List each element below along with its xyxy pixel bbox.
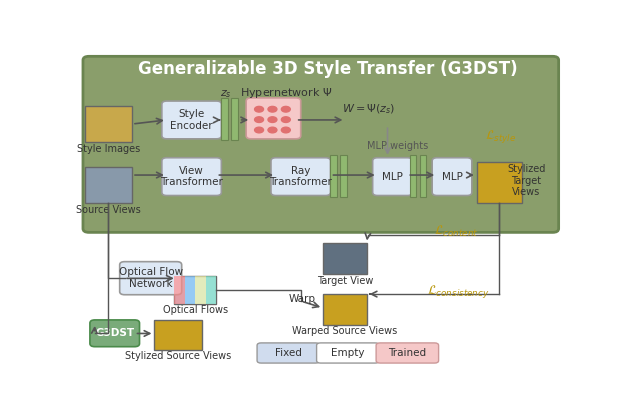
Text: Style Images: Style Images bbox=[77, 144, 140, 154]
FancyBboxPatch shape bbox=[330, 155, 337, 197]
FancyBboxPatch shape bbox=[376, 343, 438, 363]
FancyBboxPatch shape bbox=[257, 343, 319, 363]
Text: Trained: Trained bbox=[388, 348, 426, 358]
Circle shape bbox=[268, 106, 277, 112]
Text: $\mathcal{L}_{style}$: $\mathcal{L}_{style}$ bbox=[485, 128, 516, 145]
Text: $\mathcal{L}_{consistency}$: $\mathcal{L}_{consistency}$ bbox=[427, 283, 489, 300]
FancyBboxPatch shape bbox=[120, 262, 182, 295]
Circle shape bbox=[255, 117, 264, 122]
FancyBboxPatch shape bbox=[432, 158, 472, 196]
FancyBboxPatch shape bbox=[206, 276, 216, 304]
FancyBboxPatch shape bbox=[154, 320, 202, 350]
FancyBboxPatch shape bbox=[162, 158, 221, 196]
FancyBboxPatch shape bbox=[323, 294, 367, 325]
FancyBboxPatch shape bbox=[85, 167, 132, 203]
Text: Hypernetwork $\Psi$: Hypernetwork $\Psi$ bbox=[240, 85, 332, 99]
Circle shape bbox=[268, 127, 277, 133]
Circle shape bbox=[282, 106, 291, 112]
FancyBboxPatch shape bbox=[410, 155, 416, 197]
Text: Optical Flows: Optical Flows bbox=[163, 305, 228, 315]
Text: Empty: Empty bbox=[331, 348, 365, 358]
FancyBboxPatch shape bbox=[372, 158, 412, 196]
FancyBboxPatch shape bbox=[271, 158, 330, 196]
FancyBboxPatch shape bbox=[221, 98, 228, 140]
FancyBboxPatch shape bbox=[246, 98, 301, 139]
FancyBboxPatch shape bbox=[231, 98, 237, 140]
FancyBboxPatch shape bbox=[477, 162, 522, 203]
FancyBboxPatch shape bbox=[195, 276, 206, 304]
Text: MLP weights: MLP weights bbox=[367, 141, 428, 151]
Circle shape bbox=[282, 117, 291, 122]
FancyBboxPatch shape bbox=[90, 320, 140, 347]
Text: $\mathcal{L}_{content}$: $\mathcal{L}_{content}$ bbox=[434, 224, 478, 239]
Text: Generalizable 3D Style Transfer (G3DST): Generalizable 3D Style Transfer (G3DST) bbox=[138, 60, 518, 78]
FancyBboxPatch shape bbox=[174, 276, 216, 304]
Text: View
Transformer: View Transformer bbox=[160, 166, 223, 187]
Text: Ray
Transformer: Ray Transformer bbox=[269, 166, 332, 187]
FancyBboxPatch shape bbox=[317, 343, 379, 363]
Text: MLP: MLP bbox=[382, 172, 403, 182]
FancyBboxPatch shape bbox=[340, 155, 347, 197]
FancyBboxPatch shape bbox=[174, 276, 185, 304]
Text: Stylized Source Views: Stylized Source Views bbox=[125, 351, 231, 361]
FancyBboxPatch shape bbox=[420, 155, 426, 197]
Text: Source Views: Source Views bbox=[76, 205, 141, 215]
FancyBboxPatch shape bbox=[162, 101, 221, 139]
FancyBboxPatch shape bbox=[185, 276, 195, 304]
Circle shape bbox=[255, 106, 264, 112]
Circle shape bbox=[255, 127, 264, 133]
FancyBboxPatch shape bbox=[323, 243, 367, 274]
Text: Warp: Warp bbox=[288, 294, 316, 304]
Text: Target View: Target View bbox=[317, 276, 373, 285]
Text: Style
Encoder: Style Encoder bbox=[170, 109, 213, 131]
Circle shape bbox=[268, 117, 277, 122]
Text: $z_s$: $z_s$ bbox=[220, 88, 232, 100]
FancyBboxPatch shape bbox=[83, 56, 559, 232]
Text: $W = \Psi(z_s)$: $W = \Psi(z_s)$ bbox=[342, 103, 396, 116]
Circle shape bbox=[282, 127, 291, 133]
Text: MLP: MLP bbox=[442, 172, 463, 182]
Text: G3DST: G3DST bbox=[95, 328, 134, 338]
Text: Fixed: Fixed bbox=[275, 348, 301, 358]
Text: Stylized
Target
Views: Stylized Target Views bbox=[508, 164, 545, 197]
Text: Optical Flow
Network: Optical Flow Network bbox=[118, 267, 183, 289]
Text: Warped Source Views: Warped Source Views bbox=[292, 326, 397, 336]
FancyBboxPatch shape bbox=[85, 106, 132, 142]
